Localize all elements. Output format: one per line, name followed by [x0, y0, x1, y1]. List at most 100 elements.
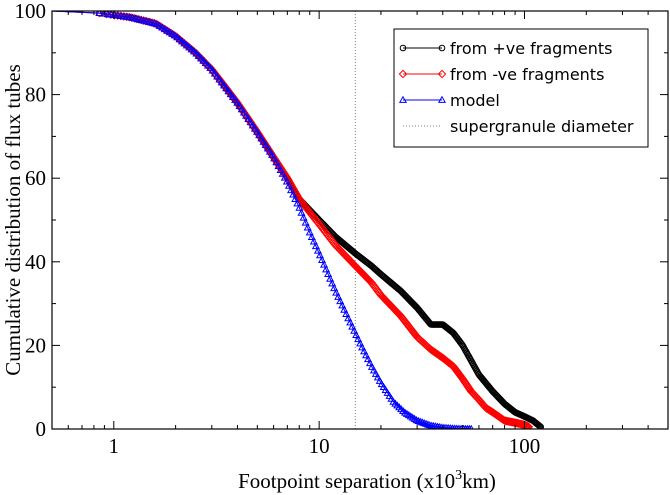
series-2-marker	[330, 283, 339, 292]
series-0-marker	[536, 422, 544, 429]
series-1-marker	[524, 422, 534, 429]
series-2-marker	[253, 127, 262, 135]
series-2-marker	[226, 90, 235, 98]
series-2-marker	[336, 297, 345, 305]
series-2-marker	[453, 424, 459, 429]
series-2-marker	[287, 186, 296, 194]
legend-swatch-marker-1	[398, 69, 408, 79]
series-2-marker	[255, 130, 264, 139]
series-2-marker	[449, 424, 456, 429]
series-2-marker	[299, 213, 308, 221]
series-2-marker	[217, 78, 226, 86]
legend-label-3: supergranule diameter	[450, 117, 634, 136]
series-2-marker	[367, 362, 377, 370]
x-axis-title: Footpoint separation (x103km)	[238, 468, 496, 493]
series-2-marker	[239, 108, 249, 116]
legend-swatch-marker-2	[398, 95, 408, 103]
series-2-marker	[328, 279, 337, 287]
legend-swatch-marker-2	[437, 95, 447, 103]
series-2-marker	[433, 422, 442, 429]
series-2-marker	[295, 203, 304, 211]
legend-label-1: from -ve fragments	[450, 65, 604, 84]
series-2-marker	[293, 199, 302, 207]
series-2-marker	[270, 154, 279, 162]
series-2-marker	[309, 237, 318, 245]
series-2-marker	[242, 111, 251, 119]
series-2-marker	[224, 87, 233, 95]
series-2-marker	[244, 114, 253, 122]
series-2-marker	[421, 419, 431, 427]
series-2-marker	[326, 274, 335, 282]
y-axis-title: Cumulative distribution of flux tubes	[1, 64, 25, 375]
series-2-marker	[425, 421, 434, 429]
series-2-marker	[319, 260, 329, 268]
series-1-marker	[137, 15, 146, 25]
series-2-marker	[369, 366, 378, 374]
y-tick-label: 80	[25, 83, 46, 107]
series-2-marker	[352, 330, 361, 338]
series-2-marker	[350, 326, 359, 334]
series-2-marker	[324, 269, 333, 278]
series-2-marker	[445, 424, 452, 429]
series-2-marker	[103, 11, 112, 18]
series-2-marker	[235, 101, 244, 110]
series-1-marker	[95, 11, 104, 18]
series-2-marker	[248, 121, 257, 129]
series-2-marker	[363, 355, 373, 363]
series-2-marker	[259, 137, 268, 145]
series-2-marker	[284, 181, 294, 189]
series-2-marker	[451, 424, 457, 429]
y-tick-label: 0	[36, 417, 47, 441]
series-2-marker	[263, 144, 272, 152]
series-2-marker	[358, 343, 367, 351]
series-2-marker	[317, 255, 327, 263]
series-2-marker	[412, 416, 421, 424]
series-2-marker	[346, 318, 355, 326]
series-2-marker	[206, 63, 215, 71]
series-2-marker	[276, 165, 285, 173]
series-2-marker	[340, 305, 349, 313]
series-group	[52, 11, 545, 429]
series-2-marker	[215, 75, 224, 83]
series-2-marker	[278, 169, 287, 177]
legend-swatch-marker-0	[438, 44, 446, 52]
legend-swatch-marker-1	[437, 69, 447, 79]
series-2-marker	[231, 95, 240, 103]
x-tick-label: 100	[509, 434, 541, 458]
series-2-marker	[360, 347, 369, 355]
series-2-marker	[439, 423, 447, 429]
series-2-marker	[213, 72, 222, 80]
series-2-marker	[423, 420, 433, 428]
series-0-marker	[537, 423, 545, 429]
series-2-marker	[348, 322, 357, 330]
series-2-marker	[375, 376, 384, 384]
series-0-marker	[535, 422, 543, 429]
series-2-marker	[373, 373, 382, 381]
series-2-marker	[246, 118, 255, 126]
y-tick-label: 60	[25, 166, 46, 190]
series-2-marker	[365, 358, 375, 367]
series-2-marker	[233, 98, 242, 106]
ticks-group: 0 20 40 60 80 100 1 10 100	[15, 0, 669, 458]
y-tick-label: 100	[15, 0, 47, 23]
series-2-marker	[272, 158, 281, 166]
series-2-marker	[307, 232, 316, 240]
series-2-marker	[344, 314, 353, 322]
series-2-marker	[354, 335, 363, 343]
x-tick-label: 10	[309, 434, 330, 458]
series-2-marker	[313, 246, 322, 254]
series-2-marker	[447, 424, 454, 429]
series-2-marker	[95, 11, 104, 16]
series-2-marker	[305, 228, 314, 236]
series-2-marker	[414, 416, 423, 425]
series-2-marker	[291, 194, 300, 202]
series-2-marker	[280, 173, 289, 181]
series-2-marker	[237, 105, 246, 113]
series-2-marker	[257, 134, 266, 142]
series-2-marker	[455, 424, 461, 429]
x-tick-label: 1	[109, 434, 120, 458]
series-2-marker	[228, 92, 238, 101]
series-2-marker	[338, 301, 347, 309]
